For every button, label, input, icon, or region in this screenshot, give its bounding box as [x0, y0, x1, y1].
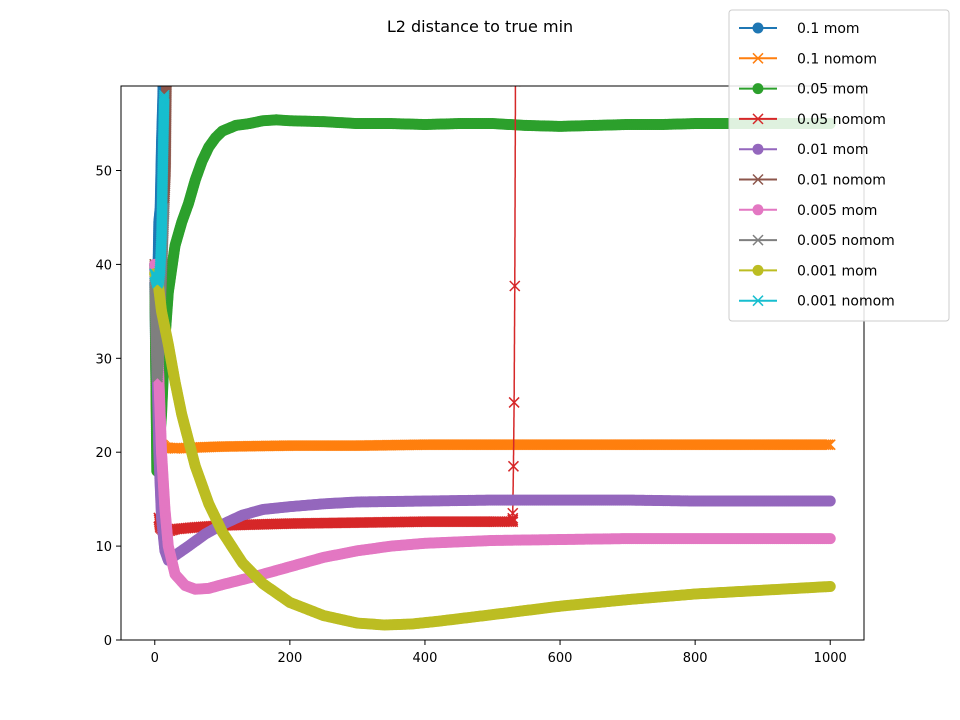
x-tick-label: 800: [683, 651, 708, 666]
x-tick-label: 400: [413, 651, 438, 666]
x-tick-label: 0: [151, 651, 159, 666]
y-tick-label: 50: [95, 165, 112, 180]
data-point: [824, 580, 836, 592]
data-point: [824, 495, 836, 507]
data-point: [822, 439, 834, 451]
legend-label: 0.001 mom: [797, 263, 877, 279]
x-tick-label: 200: [277, 651, 302, 666]
data-point: [509, 280, 521, 292]
data-point: [507, 512, 519, 524]
series-3: [153, 86, 521, 538]
y-tick-label: 10: [95, 540, 112, 555]
legend-swatch-marker: [752, 264, 764, 276]
legend-label: 0.05 nomom: [797, 112, 886, 128]
legend: 0.1 mom 0.1 nomom 0.05 mom 0.05 nomom 0.01 m…: [728, 9, 950, 322]
legend-label: 0.1 nomom: [797, 51, 877, 67]
legend-label: 0.005 nomom: [797, 233, 895, 249]
legend-swatch-marker: [752, 204, 764, 216]
y-tick-label: 40: [95, 258, 112, 273]
legend-swatch-marker: [752, 83, 764, 95]
legend-label: 0.01 mom: [797, 142, 868, 158]
data-point: [160, 86, 172, 95]
legend-label: 0.1 mom: [797, 21, 860, 37]
legend-swatch-marker: [752, 143, 764, 155]
data-point: [160, 86, 172, 93]
data-point: [507, 516, 519, 528]
series-4: [149, 258, 836, 566]
y-tick-label: 30: [95, 352, 112, 367]
data-point: [507, 460, 519, 472]
x-tick-label: 1000: [814, 651, 847, 666]
chart-title: L2 distance to true min: [387, 17, 573, 36]
y-tick-label: 0: [104, 634, 112, 649]
x-tick-label: 600: [548, 651, 573, 666]
data-point: [507, 507, 519, 519]
legend-label: 0.05 mom: [797, 82, 868, 98]
data-point: [824, 533, 836, 545]
data-point: [820, 439, 832, 451]
data-point: [508, 396, 520, 408]
legend-swatch-marker: [752, 22, 764, 34]
series-layer: [149, 86, 836, 631]
data-point: [824, 439, 836, 451]
legend-label: 0.001 nomom: [797, 294, 895, 310]
data-point: [160, 86, 172, 89]
legend-label: 0.005 mom: [797, 203, 877, 219]
y-tick-label: 20: [95, 446, 112, 461]
data-point: [160, 86, 172, 91]
legend-label: 0.01 nomom: [797, 173, 886, 189]
